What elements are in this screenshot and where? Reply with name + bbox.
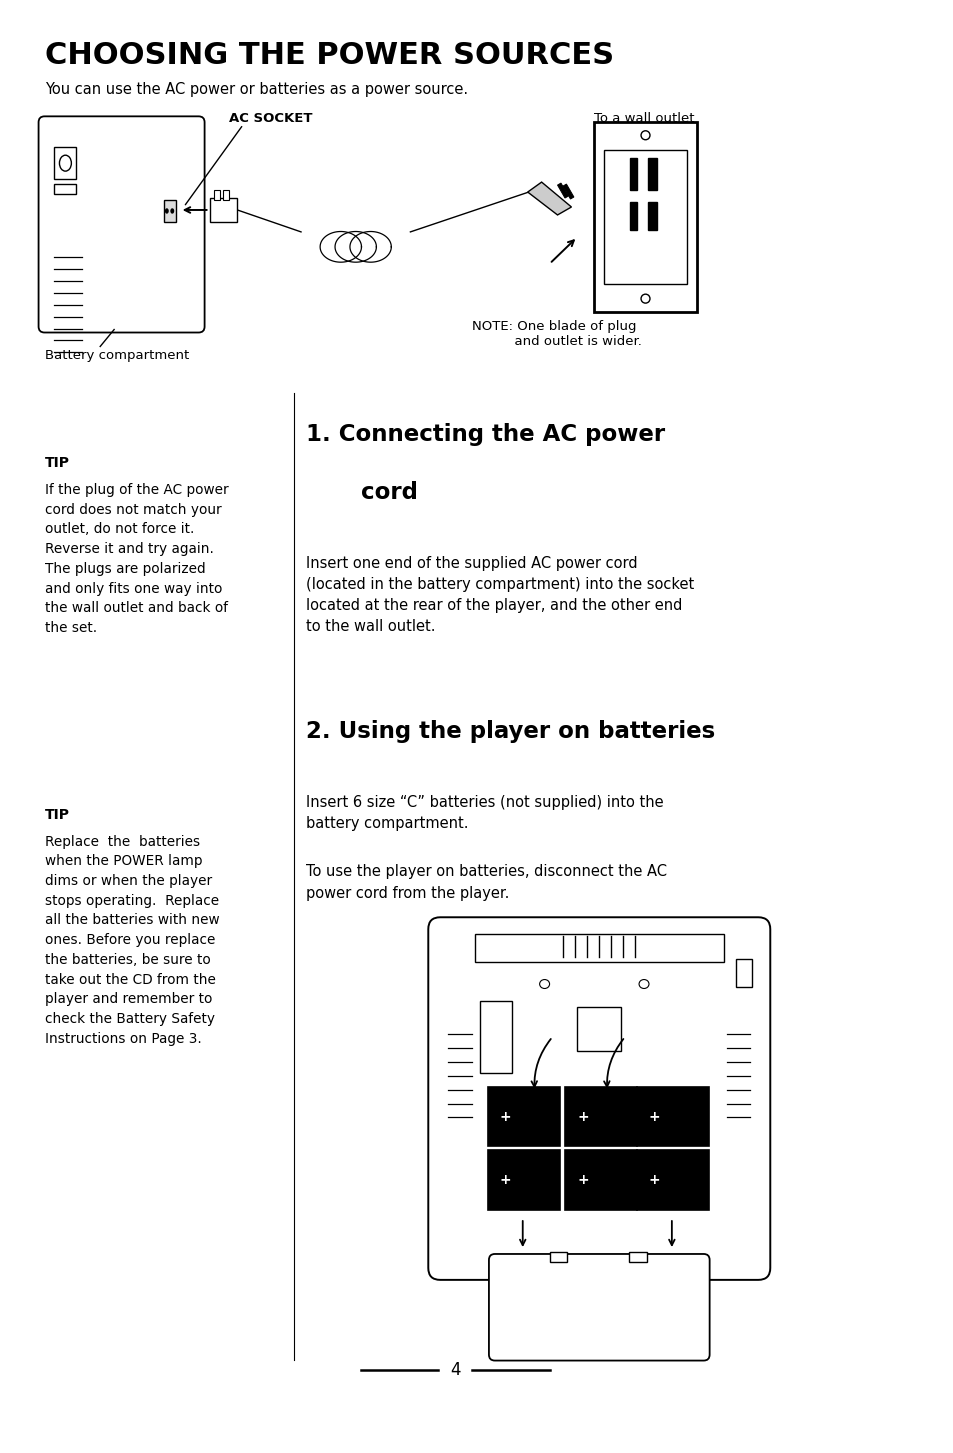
Text: +: + [577, 1173, 588, 1187]
Bar [647, 158, 657, 190]
Bar [164, 201, 175, 222]
Text: AC SOCKET: AC SOCKET [230, 112, 313, 125]
Bar [223, 190, 230, 201]
Bar [637, 1151, 708, 1210]
Text: You can use the AC power or batteries as a power source.: You can use the AC power or batteries as… [45, 83, 467, 97]
Text: cord: cord [360, 481, 417, 504]
FancyBboxPatch shape [428, 917, 769, 1280]
Bar [54, 147, 76, 179]
Text: +: + [499, 1110, 511, 1123]
Bar [647, 202, 657, 230]
Text: TIP: TIP [45, 456, 70, 469]
Bar [562, 185, 574, 199]
Ellipse shape [640, 131, 649, 139]
Text: +: + [648, 1173, 659, 1187]
Bar [487, 1087, 558, 1146]
Bar [629, 202, 636, 230]
Text: Replace  the  batteries
when the POWER lamp
dims or when the player
stops operat: Replace the batteries when the POWER lam… [45, 834, 219, 1046]
FancyBboxPatch shape [489, 1254, 709, 1360]
Bar [54, 185, 76, 195]
Polygon shape [527, 182, 571, 215]
Bar [594, 122, 696, 311]
Text: +: + [648, 1110, 659, 1123]
Text: +: + [577, 1110, 588, 1123]
Text: If the plug of the AC power
cord does not match your
outlet, do not force it.
Re: If the plug of the AC power cord does no… [45, 482, 228, 635]
Bar [557, 183, 568, 198]
Bar [213, 190, 219, 201]
Ellipse shape [640, 294, 649, 304]
Bar [629, 158, 636, 190]
Bar [487, 1151, 558, 1210]
Text: Battery compartment: Battery compartment [45, 350, 189, 362]
Text: 1. Connecting the AC power: 1. Connecting the AC power [306, 423, 664, 446]
FancyBboxPatch shape [38, 116, 204, 333]
Bar [565, 1151, 637, 1210]
Text: To a wall outlet: To a wall outlet [593, 112, 694, 125]
Text: Insert one end of the supplied AC power cord
(located in the battery compartment: Insert one end of the supplied AC power … [306, 555, 694, 635]
Bar [577, 1007, 620, 1051]
Text: To use the player on batteries, disconnect the AC
power cord from the player.: To use the player on batteries, disconne… [306, 865, 666, 901]
Text: NOTE: One blade of plug
          and outlet is wider.: NOTE: One blade of plug and outlet is wi… [472, 320, 641, 347]
Bar [549, 1252, 567, 1263]
Text: 4: 4 [450, 1360, 460, 1379]
Ellipse shape [539, 979, 549, 988]
Ellipse shape [166, 209, 168, 214]
Bar [637, 1087, 708, 1146]
Bar [603, 150, 686, 283]
Text: TIP: TIP [45, 808, 70, 822]
Bar [210, 198, 237, 222]
Text: 2. Using the player on batteries: 2. Using the player on batteries [306, 721, 715, 742]
Bar [565, 1087, 637, 1146]
Bar [736, 959, 752, 987]
Bar [475, 934, 722, 962]
Text: Insert 6 size “C” batteries (not supplied) into the
battery compartment.: Insert 6 size “C” batteries (not supplie… [306, 795, 663, 831]
Ellipse shape [171, 209, 173, 214]
Ellipse shape [59, 155, 71, 171]
Bar [479, 1001, 511, 1072]
Text: CHOOSING THE POWER SOURCES: CHOOSING THE POWER SOURCES [45, 41, 613, 70]
Bar [628, 1252, 646, 1263]
Text: +: + [499, 1173, 511, 1187]
Ellipse shape [639, 979, 648, 988]
